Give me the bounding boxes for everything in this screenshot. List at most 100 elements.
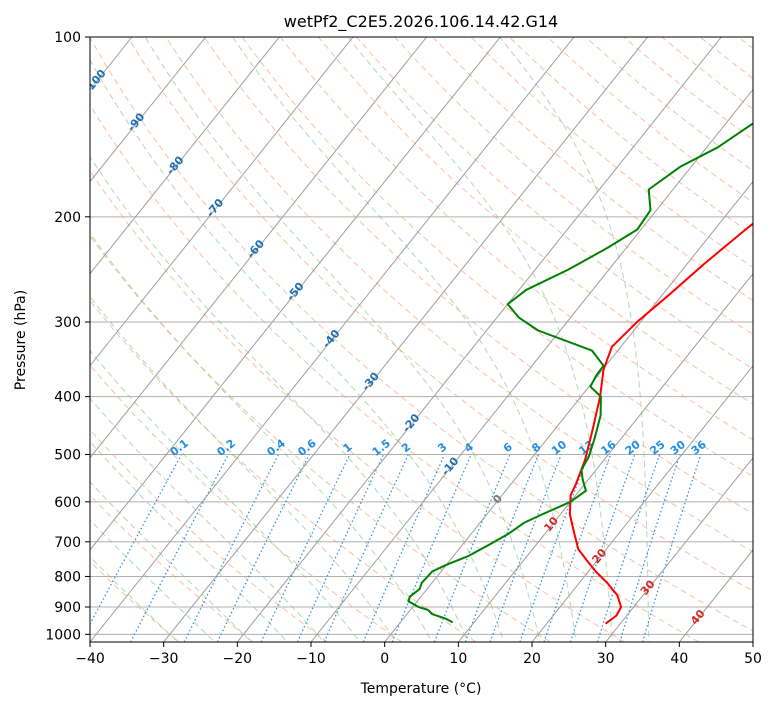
plot-frame xyxy=(89,36,754,643)
y-axis-label: Pressure (hPa) xyxy=(13,290,29,390)
isotherm-line xyxy=(90,37,207,183)
dry-adiabat xyxy=(203,37,753,515)
dry-adiabat xyxy=(90,429,328,642)
y-tick-label: 400 xyxy=(54,390,81,406)
mixing-ratio-line xyxy=(296,454,385,642)
isotherm-line xyxy=(0,37,58,642)
x-tick-label: 0 xyxy=(380,651,389,667)
moist-adiabat xyxy=(90,556,179,642)
y-tick-label: 600 xyxy=(54,495,81,511)
dry-adiabat xyxy=(90,560,180,642)
isotherm-line xyxy=(163,37,649,642)
x-tick-label: −40 xyxy=(75,651,105,667)
mixing-ratio-line xyxy=(596,454,661,642)
y-tick-label: 100 xyxy=(54,30,81,46)
isotherm-line xyxy=(90,37,575,642)
dry-adiabat xyxy=(470,37,753,268)
mixing-ratio-line xyxy=(619,454,681,642)
y-tick-label: 300 xyxy=(54,315,81,331)
dry-adiabat xyxy=(394,37,753,335)
mixing-ratio-label: 6 xyxy=(501,440,515,455)
mixing-ratio-line xyxy=(543,454,612,642)
x-tick-label: −20 xyxy=(223,651,253,667)
mixing-ratio-line xyxy=(489,454,562,642)
moist-adiabat xyxy=(90,519,216,642)
mixing-ratio-label: 2 xyxy=(399,440,413,455)
mixing-ratio-line xyxy=(362,454,446,642)
x-tick-label: −10 xyxy=(296,651,326,667)
dry-adiabat xyxy=(241,37,753,477)
moist-adiabat xyxy=(499,37,650,642)
isotherm-line xyxy=(752,641,753,642)
x-tick-label: −30 xyxy=(149,651,179,667)
mixing-ratio-label: 3 xyxy=(435,440,449,455)
dry-adiabat xyxy=(165,37,753,553)
mixing-ratio-label: 1.5 xyxy=(370,437,393,459)
mixing-ratio-line xyxy=(464,454,540,642)
moist-adiabat xyxy=(90,59,505,642)
isotherm-line xyxy=(236,37,722,642)
moist-adiabat xyxy=(347,37,613,642)
moist-adiabat xyxy=(232,37,577,642)
y-tick-label: 700 xyxy=(54,535,81,551)
mixing-ratio-line xyxy=(130,454,229,642)
isotherm-line xyxy=(90,37,354,367)
dry-adiabat xyxy=(699,37,753,80)
moist-adiabat xyxy=(90,441,289,642)
y-tick-label: 900 xyxy=(54,600,81,616)
temperature-profile-line xyxy=(568,222,753,625)
isotherm-line xyxy=(90,37,280,275)
x-tick-label: 50 xyxy=(744,651,762,667)
moist-adiabat xyxy=(90,481,252,642)
isotherm-line xyxy=(384,180,753,642)
dry-adiabat xyxy=(90,364,402,642)
isotherm-line xyxy=(90,37,428,459)
isotherm-line xyxy=(531,364,753,642)
moist-adiabat xyxy=(90,155,469,642)
moist-adiabat xyxy=(90,349,361,642)
dry-adiabat xyxy=(547,37,753,204)
x-tick-label: 10 xyxy=(449,651,467,667)
mixing-ratio-line xyxy=(391,454,472,642)
mixing-ratio-line xyxy=(323,454,409,642)
dry-adiabat xyxy=(318,37,753,405)
y-tick-label: 1000 xyxy=(45,627,81,643)
isotherm-line xyxy=(90,37,501,551)
dry-adiabat xyxy=(90,235,551,642)
dry-adiabat xyxy=(90,299,477,642)
dry-adiabat xyxy=(279,37,753,441)
isotherm-line xyxy=(605,457,753,642)
mixing-ratio-label: 0.4 xyxy=(265,436,289,458)
mixing-ratio-label: 0.6 xyxy=(295,436,319,458)
dry-adiabat xyxy=(737,37,753,50)
y-tick-label: 200 xyxy=(54,210,81,226)
x-tick-label: 30 xyxy=(597,651,615,667)
isotherm-line xyxy=(678,549,753,642)
moist-adiabat xyxy=(144,37,541,642)
x-axis-label: Temperature (°C) xyxy=(360,681,482,697)
moist-adiabat xyxy=(90,295,397,642)
dry-adiabat xyxy=(90,170,625,642)
mixing-ratio-line xyxy=(433,454,511,642)
dewpoint-profile-line xyxy=(407,122,753,624)
y-tick-label: 800 xyxy=(54,569,81,585)
mixing-ratio-label: 8 xyxy=(529,440,543,455)
mixing-ratio-label: 0.1 xyxy=(168,437,191,459)
mixing-ratio-line xyxy=(519,454,590,642)
y-tick-label: 500 xyxy=(54,448,81,464)
x-tick-label: 40 xyxy=(670,651,688,667)
mixing-ratio-line xyxy=(569,454,636,642)
dry-adiabat xyxy=(356,37,753,370)
isotherm-line xyxy=(457,272,753,642)
moist-adiabat xyxy=(90,397,325,642)
isotherm-line xyxy=(310,88,753,642)
dry-adiabat xyxy=(90,37,753,632)
moist-adiabat xyxy=(90,232,433,642)
mixing-ratio-line xyxy=(90,454,183,626)
dry-adiabat xyxy=(90,104,700,642)
chart-title: wetPf2_C2E5.2026.106.14.42.G14 xyxy=(284,12,558,32)
x-tick-label: 20 xyxy=(523,651,541,667)
mixing-ratio-line xyxy=(260,454,351,642)
mixing-ratio-label: 4 xyxy=(462,440,476,455)
